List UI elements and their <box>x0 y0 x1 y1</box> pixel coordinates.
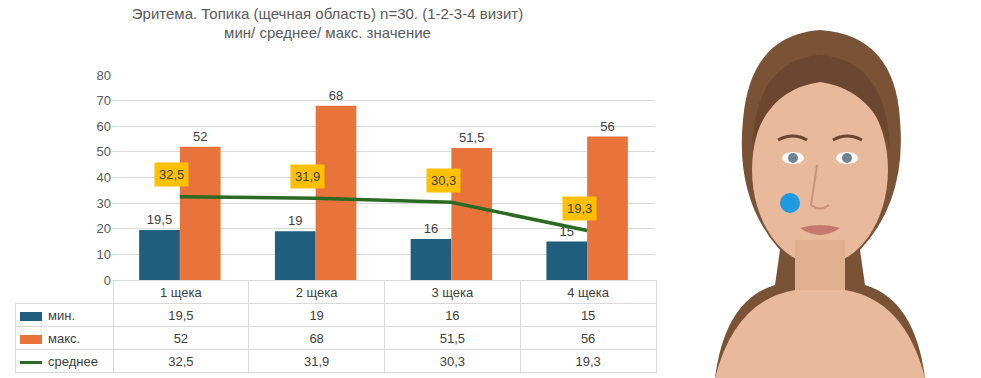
html-text:51,5: 51,5 <box>439 330 465 346</box>
html-text:16: 16 <box>445 307 460 323</box>
html-text:30,3: 30,3 <box>439 353 465 369</box>
html-text:68: 68 <box>309 330 324 346</box>
html-text:мин.: мин. <box>48 307 75 323</box>
svg-text:68: 68 <box>329 88 343 103</box>
svg-text:0: 0 <box>104 273 111 288</box>
svg-text:16: 16 <box>424 221 438 236</box>
svg-text:80: 80 <box>97 68 111 83</box>
svg-text:20: 20 <box>97 221 111 236</box>
html-text:19,3: 19,3 <box>575 353 601 369</box>
svg-text:31,9: 31,9 <box>295 169 320 184</box>
html-text:1 щека: 1 щека <box>160 284 202 300</box>
svg-text:56: 56 <box>600 119 614 134</box>
html-text:4 щека: 4 щека <box>567 284 609 300</box>
svg-text:70: 70 <box>97 93 111 108</box>
svg-text:15: 15 <box>560 224 574 239</box>
html-text:15: 15 <box>580 307 596 323</box>
svg-text:52: 52 <box>193 129 207 144</box>
svg-text:60: 60 <box>97 119 111 134</box>
svg-text:19: 19 <box>288 213 302 228</box>
svg-text:32,5: 32,5 <box>159 167 184 182</box>
svg-text:50: 50 <box>97 144 111 159</box>
svg-text:51,5: 51,5 <box>459 130 484 145</box>
html-text:56: 56 <box>580 330 596 346</box>
html-text:31,9: 31,9 <box>304 353 330 369</box>
svg-text:Эритема. Топика (щечная област: Эритема. Топика (щечная область) n=30. (… <box>132 5 523 42</box>
html-text:19: 19 <box>309 307 324 323</box>
svg-text:19,5: 19,5 <box>147 212 172 227</box>
html-text:52: 52 <box>173 330 189 346</box>
svg-text:40: 40 <box>97 170 111 185</box>
html-text:2 щека: 2 щека <box>295 284 338 300</box>
svg-text:10: 10 <box>97 247 111 262</box>
html-text:3 щека: 3 щека <box>431 284 474 300</box>
html-text:макс.: макс. <box>48 330 81 346</box>
html-text:32,5: 32,5 <box>168 353 194 369</box>
svg-text:19,3: 19,3 <box>567 201 592 216</box>
svg-text:30,3: 30,3 <box>431 173 456 188</box>
html-text:среднее: среднее <box>48 353 98 369</box>
svg-text:30: 30 <box>97 196 111 211</box>
html-text:19,5: 19,5 <box>168 307 194 323</box>
